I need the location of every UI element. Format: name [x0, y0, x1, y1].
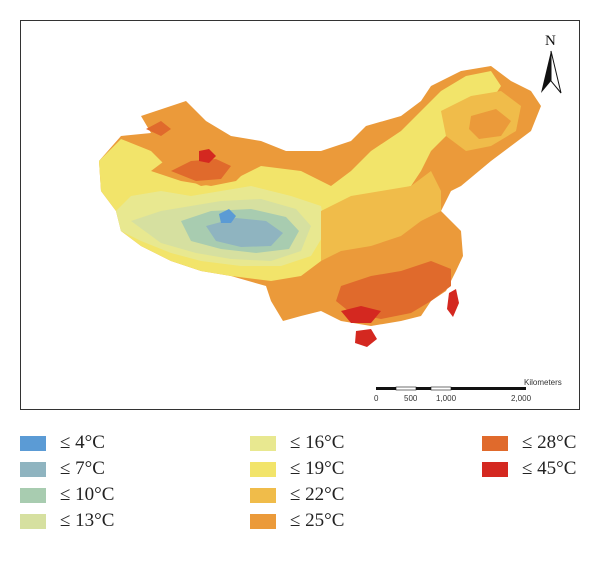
- legend-label: ≤ 45°C: [522, 458, 577, 479]
- legend-swatch: [20, 435, 46, 451]
- legend-item: ≤ 16°C: [250, 430, 344, 456]
- legend-column-1: ≤ 4°C ≤ 7°C ≤ 10°C ≤ 13°C: [20, 430, 114, 534]
- region-45c-taiwan: [447, 289, 459, 317]
- region-28c-nw: [171, 159, 231, 181]
- legend-swatch: [482, 435, 508, 451]
- legend-label: ≤ 16°C: [290, 432, 345, 453]
- legend-item: ≤ 13°C: [20, 508, 114, 534]
- legend-column-2: ≤ 16°C ≤ 19°C ≤ 22°C ≤ 25°C: [250, 430, 344, 534]
- legend-label: ≤ 4°C: [60, 432, 105, 453]
- legend-item: ≤ 25°C: [250, 508, 344, 534]
- region-28c-south: [336, 261, 451, 319]
- legend-swatch: [250, 513, 276, 529]
- legend-swatch: [250, 435, 276, 451]
- region-7c: [206, 218, 283, 247]
- legend-label: ≤ 13°C: [60, 510, 115, 531]
- region-25c-ne: [469, 109, 511, 139]
- region-4c: [219, 209, 236, 223]
- region-22c: [321, 171, 441, 261]
- legend-swatch: [20, 513, 46, 529]
- legend-swatch: [20, 487, 46, 503]
- legend-column-3: ≤ 28°C ≤ 45°C: [482, 430, 576, 482]
- legend-item: ≤ 7°C: [20, 456, 114, 482]
- temperature-map: [99, 50, 562, 391]
- region-45c-south: [341, 306, 381, 323]
- region-45c-turpan: [199, 149, 216, 163]
- legend-swatch: [250, 461, 276, 477]
- region-45c-hainan: [355, 329, 377, 347]
- legend-swatch: [250, 487, 276, 503]
- map-frame: N Kilometers 0 500 1,000 2,000: [20, 20, 580, 410]
- legend-label: ≤ 25°C: [290, 510, 345, 531]
- legend-item: ≤ 45°C: [482, 456, 576, 482]
- scale-bar: [376, 386, 526, 391]
- legend-label: ≤ 28°C: [522, 432, 577, 453]
- legend-label: ≤ 19°C: [290, 458, 345, 479]
- legend-item: ≤ 10°C: [20, 482, 114, 508]
- legend-label: ≤ 22°C: [290, 484, 345, 505]
- legend-swatch: [20, 461, 46, 477]
- region-28c-w: [146, 121, 171, 136]
- legend-item: ≤ 4°C: [20, 430, 114, 456]
- legend-swatch: [482, 461, 508, 477]
- legend-item: ≤ 19°C: [250, 456, 344, 482]
- legend-label: ≤ 7°C: [60, 458, 105, 479]
- legend-item: ≤ 22°C: [250, 482, 344, 508]
- legend: ≤ 4°C ≤ 7°C ≤ 10°C ≤ 13°C ≤ 16°C ≤ 19°C …: [0, 430, 600, 550]
- legend-label: ≤ 10°C: [60, 484, 115, 505]
- north-arrow: [541, 50, 562, 94]
- legend-item: ≤ 28°C: [482, 430, 576, 456]
